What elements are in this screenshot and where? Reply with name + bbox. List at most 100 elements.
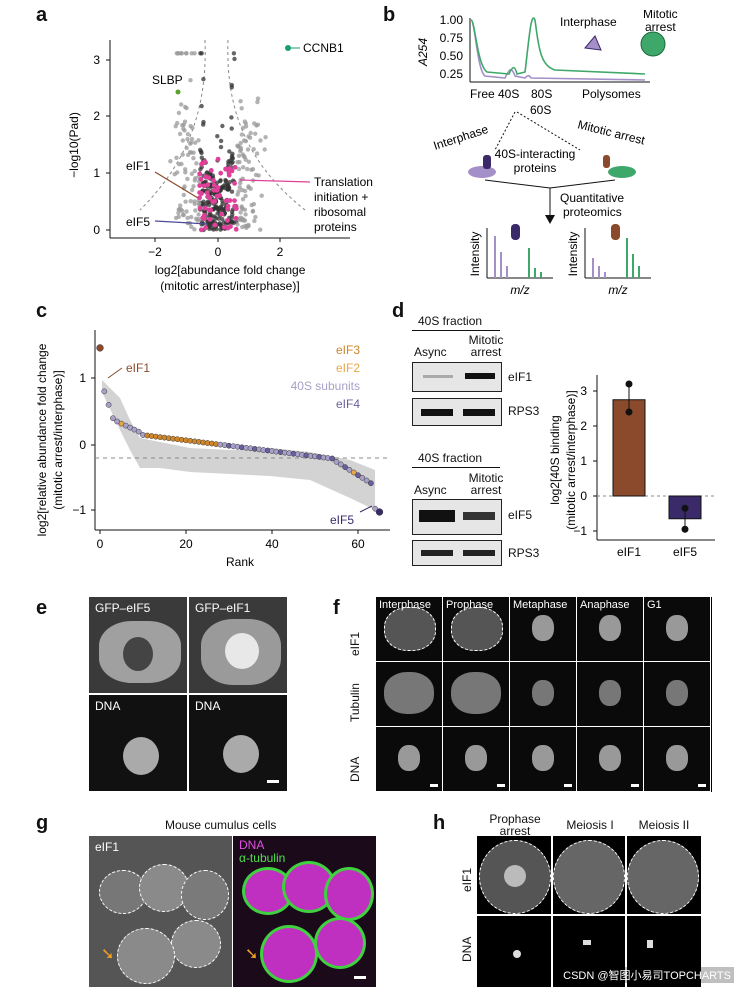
volcano-point <box>243 193 248 199</box>
volcano-point <box>240 187 245 193</box>
volcano-point-translation <box>211 178 216 183</box>
panel-e-gfp-eif5: GFP–eIF5 <box>89 597 187 693</box>
f-cell-signal <box>451 607 503 651</box>
translation-label-l2: initiation + <box>314 190 368 204</box>
volcano-point-translation <box>197 190 203 196</box>
panel-e-dna-left: DNA <box>89 695 187 791</box>
volcano-point <box>181 192 186 198</box>
b-y-tick-100: 1.00 <box>440 13 464 27</box>
d-blot1-label: eIF1 <box>508 370 533 384</box>
f-cell <box>510 727 577 792</box>
volcano-point <box>177 207 182 212</box>
volcano-point-translation <box>206 207 212 213</box>
e-label-dna-right: DNA <box>195 699 221 713</box>
volcano-point <box>229 189 235 194</box>
volcano-point <box>253 131 258 136</box>
volcano-point <box>173 215 179 221</box>
volcano-point <box>191 156 196 161</box>
volcano-point-translation <box>219 211 225 217</box>
volcano-point <box>236 144 241 149</box>
volcano-point <box>189 171 195 176</box>
interphase-ribosome-icon <box>468 166 496 178</box>
volcano-point <box>176 110 182 116</box>
f-cell-signal <box>398 745 420 771</box>
rank-point <box>96 344 104 352</box>
b-legend-mitotic-l2: arrest <box>645 20 676 34</box>
g-label-dna: DNA <box>239 838 265 852</box>
panel-d-bar-chart: 3 2 1 0 −1 eIF1 eIF5 log2[40S binding (m… <box>548 375 715 559</box>
volcano-point-translation <box>221 224 227 230</box>
ccnb1-point <box>285 45 291 51</box>
f-cell: Metaphase <box>510 597 577 662</box>
volcano-point <box>247 135 253 140</box>
c-y-ticks: 1 0 −1 <box>72 371 95 517</box>
h-col1-l2: arrest <box>499 824 531 838</box>
volcano-point-translation <box>197 205 203 211</box>
f-cell-signal <box>384 607 436 651</box>
arrow-down-icon <box>545 215 555 224</box>
volcano-point <box>182 128 187 133</box>
volcano-point-translation <box>217 193 223 198</box>
volcano-point <box>183 51 189 56</box>
f-scalebar <box>631 784 639 787</box>
volcano-point <box>246 184 251 189</box>
f-cell-signal <box>532 680 554 706</box>
h-oocyte-prophase <box>479 840 551 914</box>
volcano-point <box>231 51 237 56</box>
volcano-point <box>184 209 189 214</box>
c-legend-eif3: eIF3 <box>336 343 360 357</box>
volcano-point <box>258 138 263 143</box>
volcano-point <box>239 132 245 137</box>
c-y-tick-0: 0 <box>79 438 86 452</box>
volcano-point <box>236 166 242 172</box>
volcano-point <box>191 184 196 189</box>
volcano-point <box>179 51 184 56</box>
volcano-point-translation <box>203 225 209 231</box>
volcano-point-translation <box>198 176 204 182</box>
volcano-point <box>196 212 201 217</box>
panel-g-eif1: ➘ eIF1 <box>89 836 232 987</box>
volcano-point <box>196 138 201 143</box>
b-label-80s: 80S <box>531 87 552 101</box>
y-axis-label: −log10(Pad) <box>67 112 81 178</box>
volcano-point <box>213 215 219 221</box>
rank-point <box>346 466 353 473</box>
volcano-point <box>218 144 224 150</box>
point-eif1-b <box>625 408 633 416</box>
f-cell <box>644 727 711 792</box>
volcano-point-translation <box>201 216 207 222</box>
panel-letter-e: e <box>36 597 48 619</box>
h-col3: Meiosis II <box>638 818 690 832</box>
b-y-tick-075: 0.75 <box>440 31 464 45</box>
volcano-point-translation <box>202 205 208 211</box>
volcano-point <box>180 152 185 157</box>
translation-label-l3: ribosomal <box>314 205 366 219</box>
volcano-point-translation <box>201 212 207 218</box>
volcano-point <box>193 208 198 213</box>
volcano-point <box>188 78 193 83</box>
volcano-point <box>220 123 225 129</box>
h-row-eif1: eIF1 <box>460 867 474 892</box>
d-blot4-label: RPS3 <box>508 546 540 560</box>
h-col1-l1: Prophase <box>489 812 541 826</box>
volcano-point-translation <box>233 226 239 232</box>
rank-point <box>359 474 366 481</box>
volcano-point <box>253 172 259 178</box>
volcano-point <box>189 187 195 193</box>
panel-letter-g: g <box>36 812 49 834</box>
volcano-point <box>180 212 186 218</box>
volcano-point-translation <box>204 190 210 196</box>
volcano-point <box>196 202 202 207</box>
volcano-point <box>201 77 206 82</box>
f-scalebar <box>698 784 706 787</box>
panel-e-dna-right: DNA <box>189 695 287 791</box>
volcano-point-translation <box>229 168 235 174</box>
f-scalebar <box>430 784 438 787</box>
panel-h-grid <box>477 836 701 987</box>
f-cell: Anaphase <box>577 597 644 662</box>
volcano-point <box>187 150 193 155</box>
volcano-point-translation <box>199 161 204 167</box>
e-label-gfp-eif1: GFP–eIF1 <box>195 601 251 615</box>
b-label-free40s: Free 40S <box>470 87 519 101</box>
volcano-point <box>251 201 257 207</box>
